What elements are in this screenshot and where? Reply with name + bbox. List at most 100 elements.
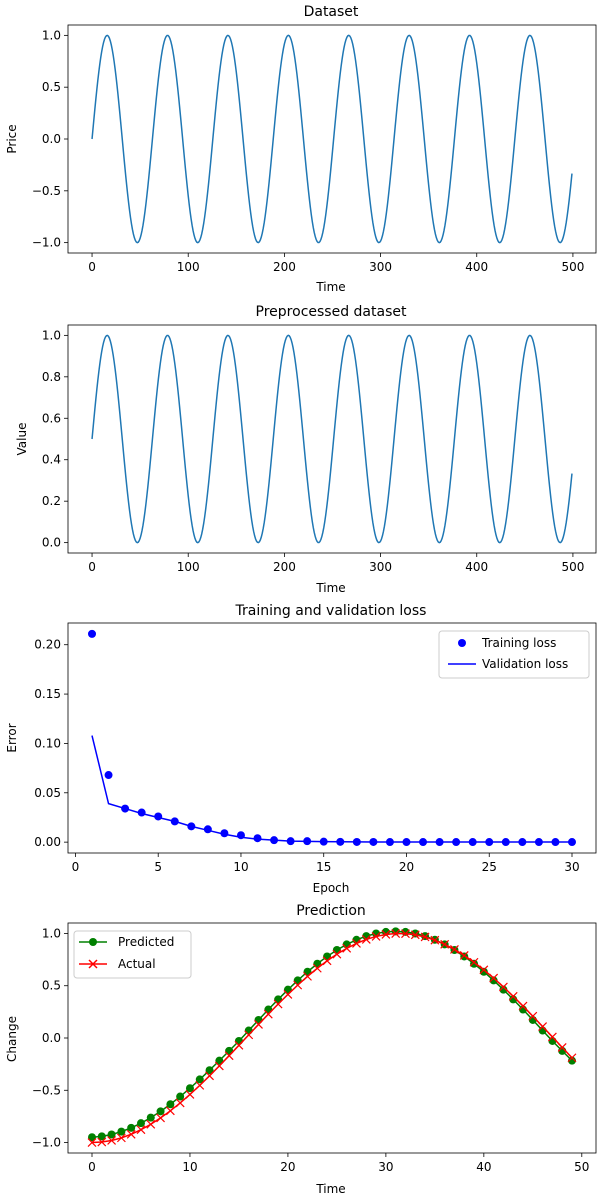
y-tick-label: −1.0 [32, 236, 61, 250]
x-tick-label: 20 [399, 860, 414, 874]
x-tick-label: 300 [369, 260, 392, 274]
actual-point [371, 932, 381, 941]
training-loss-point [501, 838, 510, 847]
training-loss-point [468, 838, 477, 847]
panel-prediction: Prediction Time Change 0 10 20 30 40 50 −1.0 −0… [5, 903, 597, 1196]
actual-point [430, 935, 440, 945]
x-tick-label: 30 [378, 1160, 393, 1174]
actual-point [273, 999, 283, 1009]
training-loss-point [187, 822, 196, 831]
predicted-point [88, 1133, 96, 1142]
predicted-point [146, 1113, 155, 1122]
predicted-point [254, 1015, 263, 1024]
actual-point [116, 1133, 126, 1143]
legend-marker-actual [88, 959, 98, 969]
x-tick-label: 0 [72, 860, 80, 874]
legend-marker-predicted [89, 938, 97, 946]
y-tick-label: −0.5 [32, 1083, 61, 1097]
training-loss-point [534, 838, 543, 847]
y-tick-label: 0.5 [42, 80, 61, 94]
actual-point [391, 929, 401, 938]
actual-point [156, 1113, 165, 1123]
training-loss-point [551, 838, 560, 847]
legend-label-actual: Actual [118, 957, 156, 971]
x-axis-label: Time [315, 280, 345, 294]
predicted-point [166, 1100, 175, 1109]
actual-point [361, 935, 371, 944]
y-axis-label: Error [5, 723, 19, 752]
training-loss-point [485, 838, 494, 847]
predicted-point [117, 1127, 126, 1136]
y-tick-label: 0.15 [34, 687, 61, 701]
actual-point [499, 982, 508, 992]
y-tick-label: 1.0 [42, 28, 61, 42]
actual-point [479, 965, 489, 975]
x-tick-label: 100 [177, 560, 200, 574]
training-loss-point [303, 837, 312, 846]
chart-title: Dataset [304, 4, 359, 20]
actual-point [87, 1138, 97, 1147]
training-loss-point [518, 838, 527, 847]
actual-point [175, 1098, 185, 1108]
chart-title: Prediction [296, 903, 366, 919]
training-loss-point [104, 771, 113, 780]
predicted-point [136, 1119, 145, 1128]
legend-label-training-loss: Training loss [481, 636, 556, 650]
actual-point [195, 1080, 205, 1090]
training-loss-point [369, 837, 378, 846]
training-loss-point [253, 834, 262, 843]
ticks: 0 100 200 300 400 500 0.0 0.2 0.4 0.6 0.8 1.0 [42, 328, 584, 574]
predicted-point [244, 1026, 253, 1035]
training-loss-point [154, 812, 163, 821]
y-tick-label: 0.8 [42, 370, 61, 384]
actual-point [283, 989, 293, 999]
training-loss-point [435, 838, 444, 847]
x-axis-label: Time [315, 1182, 345, 1196]
legend: Predicted Actual [73, 930, 192, 979]
training-loss-point [402, 838, 411, 847]
x-tick-label: 50 [574, 1160, 589, 1174]
x-tick-label: 400 [465, 560, 488, 574]
predicted-point [234, 1036, 243, 1045]
y-tick-label: 0.00 [34, 835, 61, 849]
y-tick-label: 0.20 [34, 638, 61, 652]
actual-point [459, 951, 469, 960]
predicted-point [568, 1056, 576, 1065]
x-axis-label: Epoch [313, 881, 350, 895]
actual-point [518, 1001, 528, 1011]
actual-point [547, 1032, 557, 1042]
actual-point [107, 1136, 117, 1145]
y-tick-label: 0.4 [42, 453, 61, 467]
actual-point [538, 1022, 548, 1031]
plot-frame [67, 622, 597, 854]
actual-point [97, 1137, 107, 1147]
y-tick-label: 0.5 [42, 979, 61, 993]
predicted-point [489, 976, 498, 985]
actual-point [244, 1030, 254, 1040]
predicted-point [215, 1056, 224, 1065]
actual-point [420, 932, 430, 942]
y-tick-label: 1.0 [42, 926, 61, 940]
x-tick-label: 0 [88, 1160, 96, 1174]
training-loss-point [336, 837, 345, 846]
chart-title: Preprocessed dataset [256, 304, 407, 320]
x-tick-label: 100 [177, 260, 200, 274]
actual-point [332, 949, 342, 959]
y-axis-label: Price [5, 124, 19, 153]
actual-point [342, 943, 352, 953]
actual-point [508, 991, 518, 1001]
training-loss-point [270, 836, 279, 845]
training-loss-point [452, 838, 461, 847]
actual-point [136, 1125, 146, 1135]
y-tick-label: −1.0 [32, 1136, 61, 1150]
y-axis-label: Value [15, 423, 29, 456]
x-tick-label: 15 [316, 860, 331, 874]
x-tick-label: 0 [88, 560, 96, 574]
training-loss-point [286, 837, 295, 846]
legend-box [438, 630, 590, 679]
y-tick-label: 0.0 [42, 1031, 61, 1045]
predicted-point [97, 1132, 106, 1141]
x-tick-label: 300 [369, 560, 392, 574]
ticks: 0 5 10 15 20 25 30 0.00 0.05 0.10 0.15 0.20 [34, 638, 579, 874]
